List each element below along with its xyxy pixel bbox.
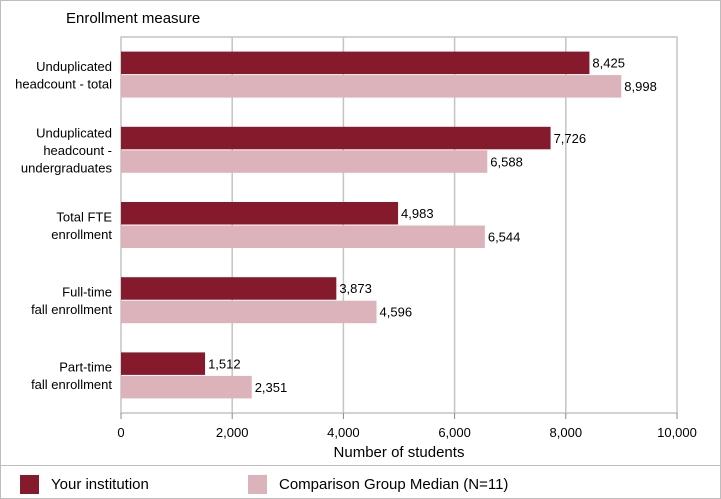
category-label-line: headcount - total [15,76,112,91]
bar-your-institution [121,126,551,150]
bar-your-institution [121,277,337,300]
data-label: 7,726 [554,131,587,146]
bar-comparison-median [121,225,485,248]
data-label: 1,512 [208,356,241,371]
bar-comparison-median [121,150,488,173]
bar-your-institution [121,51,590,75]
data-label: 6,544 [488,230,521,245]
category-label-line: Full-time [62,284,112,299]
category-label-line: fall enrollment [31,302,112,317]
legend-label-comparison-median: Comparison Group Median (N=11) [279,475,509,493]
plot-border [120,36,678,414]
legend-divider [0,465,721,466]
legend-item-comparison-median: Comparison Group Median (N=11) [248,474,508,494]
category-label-line: Total FTE [56,209,112,224]
category-label: Unduplicated headcount - total [15,59,112,92]
bar-your-institution [121,352,206,375]
x-tick-label: 2,000 [216,425,249,440]
legend-swatch-comparison-median [248,474,267,494]
x-tick-label: 8,000 [550,425,583,440]
category-label: Total FTE enrollment [51,209,112,242]
axis-header: Enrollment measure [66,10,200,27]
data-label: 3,873 [339,281,372,296]
category-label-line: Part-time [59,360,112,375]
bar-comparison-median [121,75,622,98]
x-tick-label: 4,000 [327,425,360,440]
x-tick-label: 6,000 [438,425,471,440]
category-label-line: enrollment [51,227,112,242]
data-label: 4,983 [401,206,434,221]
category-label: Full-time fall enrollment [31,284,112,317]
x-tick-label: 10,000 [657,425,697,440]
category-label: Part-time fall enrollment [31,360,112,393]
data-label: 2,351 [255,380,288,395]
data-label: 4,596 [380,305,413,320]
bar-your-institution [121,202,399,225]
legend-item-your-institution: Your institution [20,474,149,494]
category-label-line: Unduplicated [36,59,112,74]
bar-comparison-median [121,375,252,399]
category-label-line: headcount - [43,143,112,158]
x-tick-label: 0 [117,425,124,440]
legend-label-your-institution: Your institution [51,475,149,493]
category-label-line: Unduplicated [36,125,112,140]
data-label: 6,588 [490,154,523,169]
data-label: 8,425 [592,56,625,71]
category-label-line: undergraduates [21,160,113,175]
category-label: Unduplicated headcount - undergraduates [21,125,113,175]
legend-swatch-your-institution [20,474,39,494]
x-axis-label: Number of students [334,444,465,461]
data-label: 8,998 [624,79,657,94]
category-label-line: fall enrollment [31,377,112,392]
bar-comparison-median [121,300,377,324]
